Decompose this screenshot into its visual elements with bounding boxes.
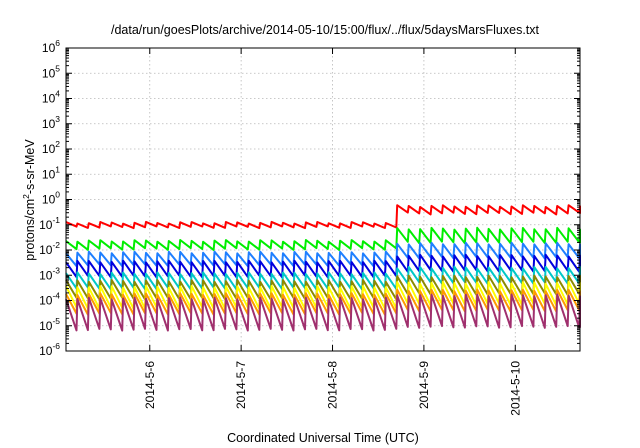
plot-frame [65,47,581,352]
series-line [65,226,581,251]
y-tick-label: 106 [42,38,60,55]
plot-series [65,204,581,332]
x-axis-label: Coordinated Universal Time (UTC) [227,431,419,445]
y-axis-label-sup: 2 [21,194,31,199]
x-tick-label: 2014-5-9 [417,361,431,409]
x-tick-label: 2014-5-6 [143,361,157,409]
y-tick-label: 102 [42,139,60,156]
x-tick-label: 2014-5-7 [234,361,248,409]
y-tick-label: 10-6 [39,341,60,358]
y-tick-label: 105 [42,63,60,80]
series-line [65,253,581,279]
y-tick-label: 10-3 [39,265,60,282]
series-line [65,293,581,332]
y-tick-label: 10-1 [39,215,60,232]
y-tick-label: 10-2 [39,240,60,257]
x-tick-label: 2014-5-10 [508,361,522,416]
y-axis-label: protons/cm2-s-sr-MeV [21,139,37,261]
chart-title: /data/run/goesPlots/archive/2014-05-10/1… [111,23,540,37]
y-axis-label-main: protons/cm [23,199,37,261]
y-axis-label-rest: -s-sr-MeV [23,139,37,195]
y-tick-label: 100 [42,190,60,207]
y-tick-labels: 106 105 104 103 102 101 100 10-1 10-2 10-3 10-4 10-… [39,38,60,358]
y-tick-label: 103 [42,114,60,131]
y-tick-label: 10-5 [39,316,60,333]
y-tick-label: 10-4 [39,291,60,308]
x-tick-label: 2014-5-8 [326,361,340,409]
y-tick-label: 101 [42,164,60,181]
x-tick-labels: 2014-5-6 2014-5-7 2014-5-8 2014-5-9 2014-5-1… [143,361,523,416]
series-line [65,204,581,230]
y-tick-label: 104 [42,89,60,106]
